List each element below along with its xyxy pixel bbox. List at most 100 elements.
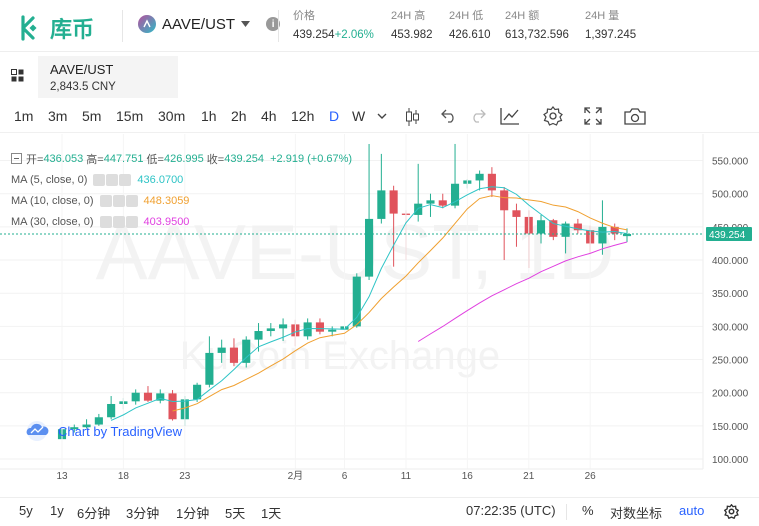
range-5d[interactable]: 5天 <box>225 506 246 521</box>
candle-body <box>414 203 423 215</box>
interval-d[interactable]: D <box>329 108 340 124</box>
candle-body <box>217 347 226 353</box>
candle-body <box>279 324 288 329</box>
settings-gear-icon[interactable] <box>724 504 739 519</box>
range-1d[interactable]: 1天 <box>261 506 282 521</box>
eye-icon[interactable] <box>93 173 106 186</box>
time-axis-label: 13 <box>56 471 68 482</box>
stat-label: 24H 高 <box>391 10 426 22</box>
candle-body <box>303 322 312 337</box>
candle-body <box>438 200 447 206</box>
chevron-down-icon <box>241 21 251 27</box>
time-axis-label: 21 <box>523 471 535 482</box>
interval-chevron-down-icon[interactable] <box>377 113 387 120</box>
candle-body <box>266 328 275 332</box>
time-axis-label: 16 <box>462 471 474 482</box>
pair-tab[interactable]: AAVE/UST 2,843.5 CNY <box>38 56 178 98</box>
candle-body <box>377 190 386 219</box>
collapse-toggle-icon[interactable] <box>11 153 22 164</box>
pair-selector[interactable]: AAVE/UST i <box>138 15 281 33</box>
chart-toolbar: 1m 3m 5m 15m 30m 1h 2h 4h 12h D W <box>0 101 759 133</box>
candle-body <box>242 339 251 363</box>
tradingview-badge[interactable]: Chart by TradingView <box>22 420 182 442</box>
candle-body <box>487 173 496 191</box>
stat-label: 24H 低 <box>449 10 484 22</box>
range-3min[interactable]: 3分钟 <box>126 506 160 521</box>
candle-body <box>94 417 103 425</box>
range-1min[interactable]: 1分钟 <box>176 506 210 521</box>
interval-2h[interactable]: 2h <box>231 108 247 124</box>
candle-body <box>549 220 558 237</box>
gear-icon[interactable] <box>106 173 119 186</box>
stat-24h-high: 24H 高 453.982 <box>391 7 433 41</box>
gear-icon[interactable] <box>112 194 125 207</box>
interval-3m[interactable]: 3m <box>48 108 68 124</box>
open-label: 开= <box>26 153 44 166</box>
eye-icon[interactable] <box>99 215 112 228</box>
price-chart[interactable]: AAVE-UST, 1D KuCoin Exchange 550.000 500.00… <box>0 134 759 494</box>
kucoin-logo[interactable]: 库币 <box>14 12 94 44</box>
interval-5m[interactable]: 5m <box>82 108 102 124</box>
ma-controls[interactable] <box>99 194 138 207</box>
ma10-line <box>172 195 628 412</box>
range-6min[interactable]: 6分钟 <box>77 506 111 521</box>
interval-1m[interactable]: 1m <box>14 108 34 124</box>
candle-body <box>205 352 214 385</box>
ma10-row: MA (10, close, 0) 448.3059 <box>11 190 352 211</box>
candle-style-icon[interactable] <box>404 107 420 127</box>
close-icon[interactable] <box>125 194 138 207</box>
change-value: +2.919 (+0.67%) <box>270 152 353 165</box>
ma5-row: MA (5, close, 0) 436.0700 <box>11 169 352 190</box>
price-axis-label: 150.000 <box>712 422 749 433</box>
price-axis-label: 200.000 <box>712 389 749 400</box>
interval-w[interactable]: W <box>352 108 366 124</box>
time-axis-label: 6 <box>342 471 348 482</box>
candle-body <box>622 233 632 237</box>
time-axis-label: 11 <box>401 471 412 482</box>
ma5-line <box>110 186 628 421</box>
aave-coin-icon <box>138 15 156 33</box>
stat-value: 613,732.596 <box>505 29 569 41</box>
gear-icon[interactable] <box>112 215 125 228</box>
candle-body <box>82 424 91 428</box>
interval-30m[interactable]: 30m <box>158 108 186 124</box>
close-icon[interactable] <box>125 215 138 228</box>
auto-scale-toggle[interactable]: auto <box>679 503 705 518</box>
info-icon[interactable]: i <box>266 17 281 31</box>
ma30-row: MA (30, close, 0) 403.9500 <box>11 211 352 232</box>
close-icon[interactable] <box>119 173 132 186</box>
ma-controls[interactable] <box>99 215 138 228</box>
candle-body <box>573 223 582 231</box>
pair-name: AAVE/UST <box>162 15 236 33</box>
redo-icon[interactable] <box>470 109 486 123</box>
low-value: 426.995 <box>163 152 204 165</box>
interval-1h[interactable]: 1h <box>201 108 217 124</box>
undo-icon[interactable] <box>441 109 457 123</box>
utc-clock[interactable]: 07:22:35 (UTC) <box>466 503 556 518</box>
interval-15m[interactable]: 15m <box>116 108 144 124</box>
low-label: 低= <box>146 153 164 166</box>
candle-body <box>131 392 140 402</box>
indicators-icon[interactable] <box>500 107 520 125</box>
candle-body <box>193 384 202 400</box>
log-scale-toggle[interactable]: 对数坐标 <box>610 506 663 521</box>
candle-body <box>352 276 361 327</box>
price-axis-label: 100.000 <box>712 455 749 466</box>
eye-icon[interactable] <box>99 194 112 207</box>
percent-toggle[interactable]: % <box>582 503 594 518</box>
range-5y[interactable]: 5y <box>19 503 33 518</box>
candle-body <box>229 347 239 363</box>
fullscreen-icon[interactable] <box>584 107 602 125</box>
layout-grid-icon[interactable] <box>11 69 24 82</box>
price-axis-label: 250.000 <box>712 356 749 367</box>
ma-controls[interactable] <box>93 173 132 186</box>
settings-gear-icon[interactable] <box>543 106 563 126</box>
price-axis-label: 400.000 <box>712 256 749 267</box>
candle-body <box>536 220 546 234</box>
camera-icon[interactable] <box>624 108 646 125</box>
range-1y[interactable]: 1y <box>50 503 64 518</box>
price-axis-label: 350.000 <box>712 289 749 300</box>
interval-4h[interactable]: 4h <box>261 108 277 124</box>
interval-12h[interactable]: 12h <box>291 108 315 124</box>
